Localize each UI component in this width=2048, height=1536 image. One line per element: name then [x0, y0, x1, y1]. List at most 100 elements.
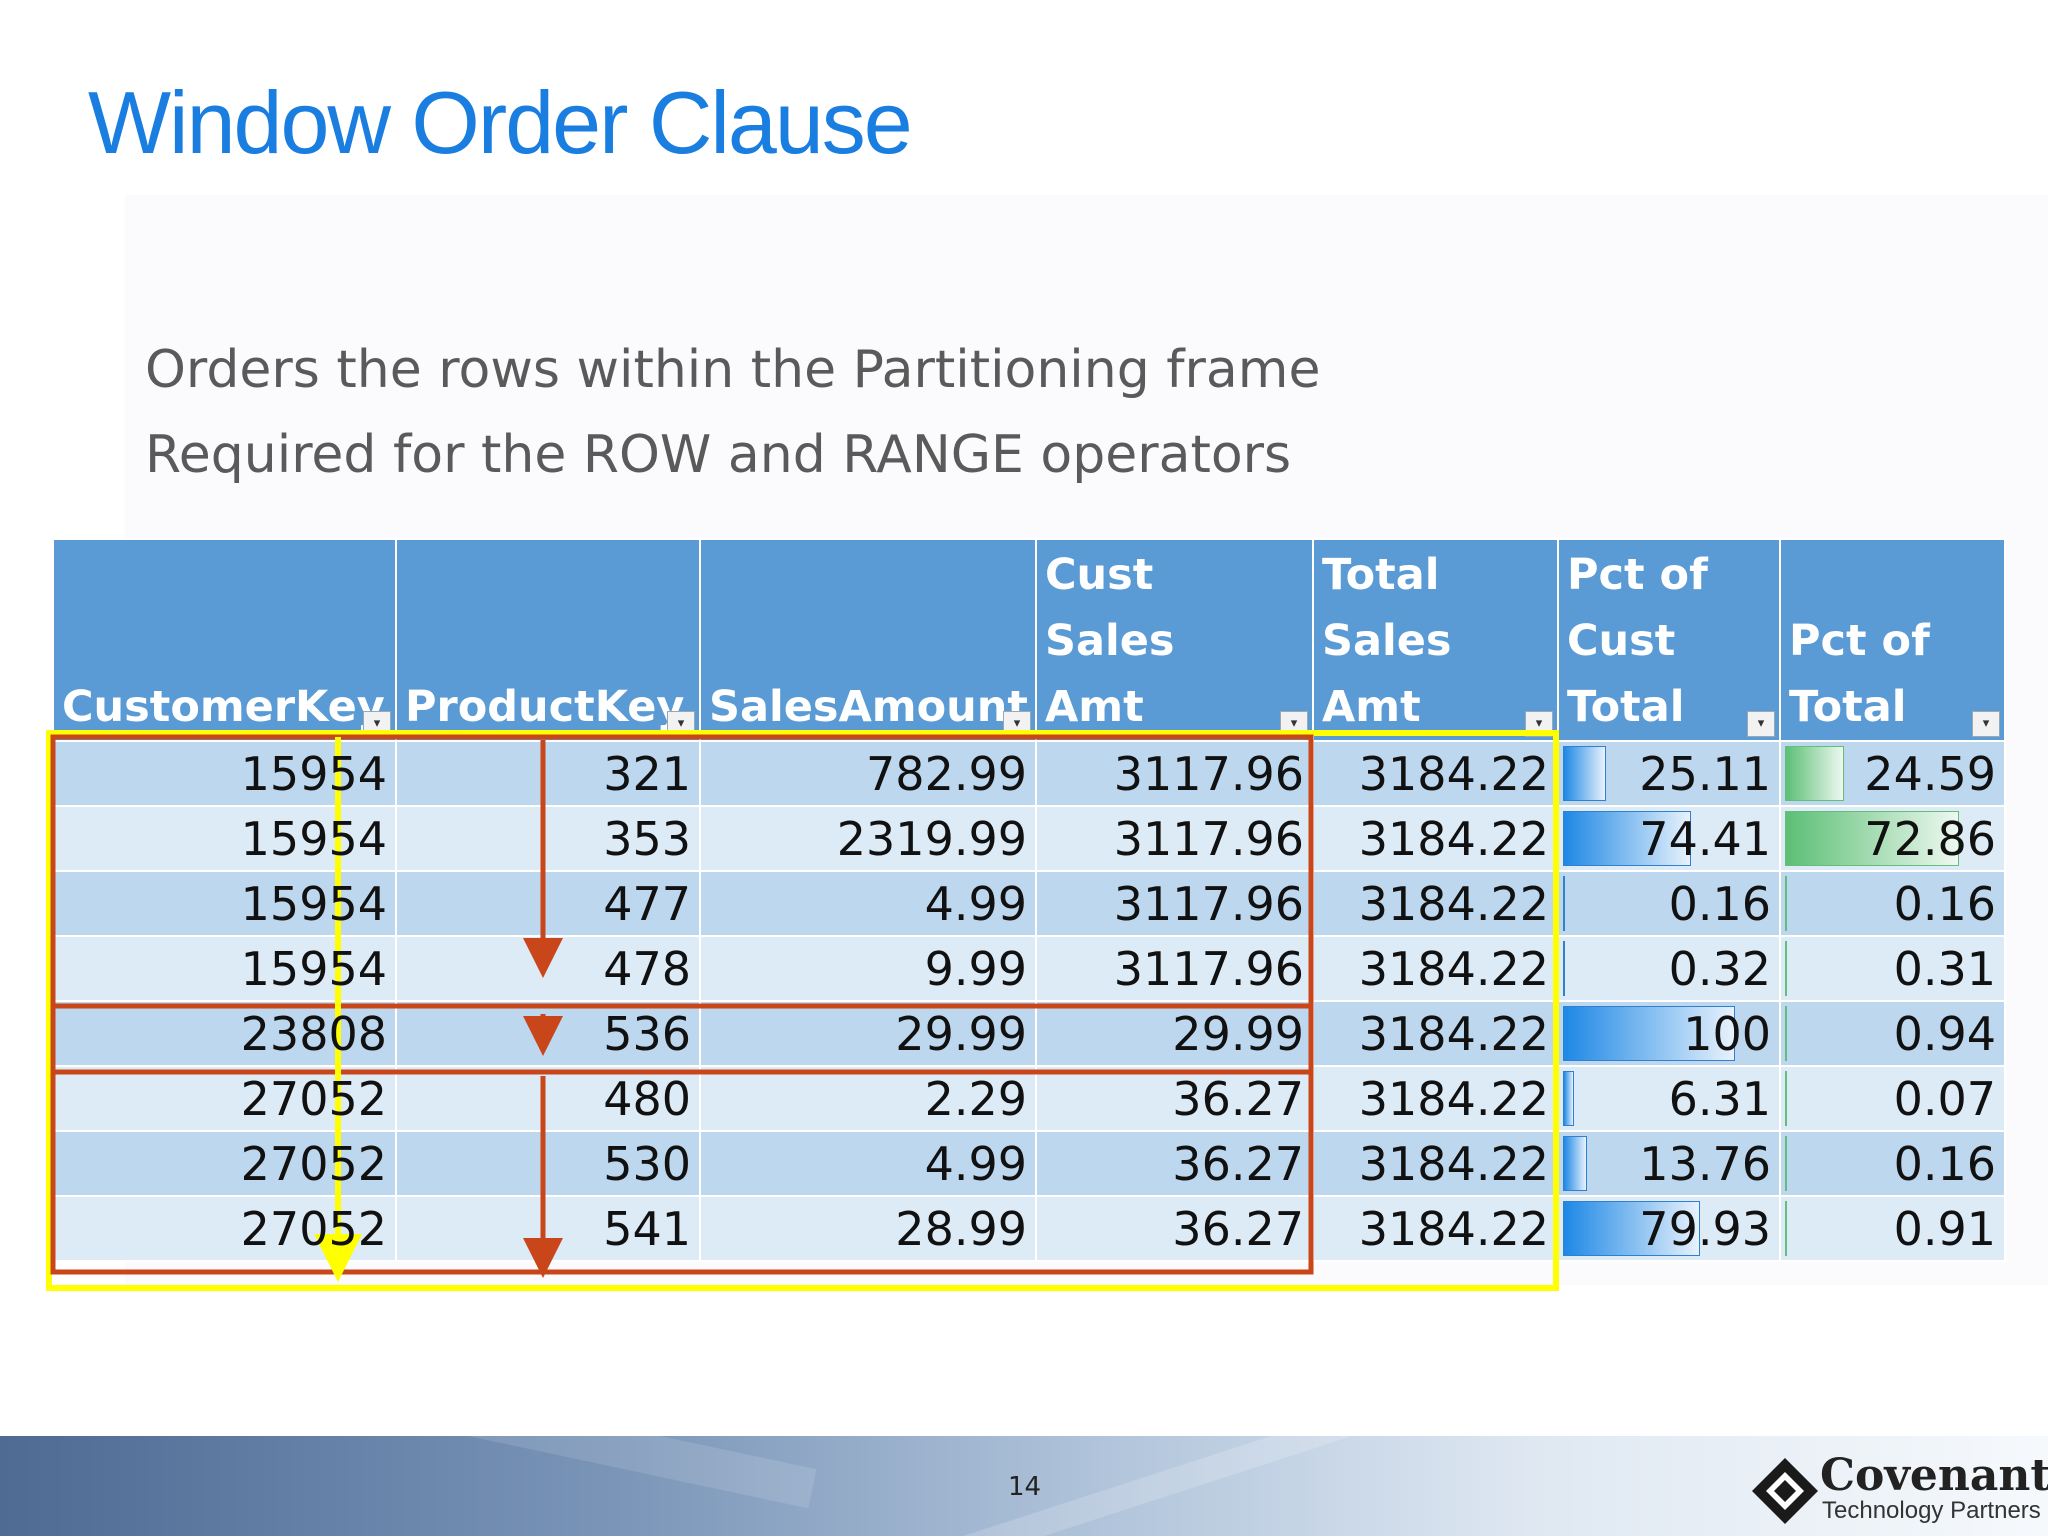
cell-value: 3184.22: [1358, 811, 1549, 866]
data-bar: [1563, 1071, 1574, 1126]
filter-dropdown-icon[interactable]: ▾: [1525, 711, 1553, 737]
table-cell: 13.76: [1557, 1130, 1781, 1197]
table-cell: 3184.22: [1312, 805, 1559, 872]
table-cell: 2319.99: [699, 805, 1037, 872]
page-number: 14: [1008, 1472, 1042, 1502]
table-cell: 4.99: [699, 1130, 1037, 1197]
cell-value: 100: [1683, 1006, 1771, 1061]
table-cell: 480: [395, 1065, 701, 1132]
cell-value: 3117.96: [1113, 746, 1304, 801]
table-cell: 0.16: [1557, 870, 1781, 937]
filter-dropdown-icon[interactable]: ▾: [1972, 711, 2000, 737]
data-bar: [1785, 1071, 1788, 1126]
cell-value: 477: [603, 876, 691, 931]
cell-value: 29.99: [895, 1006, 1027, 1061]
bullet-list: Orders the rows within the Partitioning …: [145, 328, 1320, 498]
cell-value: 36.27: [1172, 1136, 1304, 1191]
table-cell: 3184.22: [1312, 935, 1559, 1002]
cell-value: 25.11: [1639, 746, 1771, 801]
table-cell: 3184.22: [1312, 740, 1559, 807]
table-cell: 3184.22: [1312, 1130, 1559, 1197]
table-cell: 0.31: [1779, 935, 2006, 1002]
table-body: 15954 321 782.99 3117.96 3184.22 25.11 24.59 15…: [52, 740, 2006, 1262]
table-row: 15954 477 4.99 3117.96 3184.22 0.16 0.16: [52, 870, 2006, 937]
cell-value: 3184.22: [1358, 1136, 1549, 1191]
table-cell: 536: [395, 1000, 701, 1067]
sales-table: CustomerKey ▾ ProductKey ▾ SalesAmount ▾ Cust …: [52, 538, 2006, 1262]
table-cell: 15954: [52, 870, 397, 937]
table-cell: 27052: [52, 1195, 397, 1262]
filter-dropdown-icon[interactable]: ▾: [1747, 711, 1775, 737]
cell-value: 36.27: [1172, 1071, 1304, 1126]
cell-value: 0.91: [1893, 1201, 1996, 1256]
table-cell: 477: [395, 870, 701, 937]
table-cell: 3184.22: [1312, 1000, 1559, 1067]
cell-value: 27052: [240, 1201, 387, 1256]
column-header[interactable]: Pct of Cust Total ▾: [1557, 538, 1781, 742]
table-cell: 28.99: [699, 1195, 1037, 1262]
table-cell: 36.27: [1035, 1130, 1314, 1197]
filter-dropdown-icon[interactable]: ▾: [1280, 711, 1308, 737]
table-row: 27052 530 4.99 36.27 3184.22 13.76 0.16: [52, 1130, 2006, 1197]
table-cell: 25.11: [1557, 740, 1781, 807]
table-row: 15954 478 9.99 3117.96 3184.22 0.32 0.31: [52, 935, 2006, 1002]
column-header[interactable]: ProductKey ▾: [395, 538, 701, 742]
table-cell: 0.16: [1779, 870, 2006, 937]
data-bar: [1563, 941, 1566, 996]
table-row: 27052 541 28.99 36.27 3184.22 79.93 0.91: [52, 1195, 2006, 1262]
cell-value: 79.93: [1639, 1201, 1771, 1256]
cell-value: 9.99: [924, 941, 1027, 996]
cell-value: 24.59: [1864, 746, 1996, 801]
table-cell: 3117.96: [1035, 870, 1314, 937]
data-bar: [1563, 811, 1691, 866]
filter-dropdown-icon[interactable]: ▾: [363, 711, 391, 737]
table-cell: 15954: [52, 740, 397, 807]
table-cell: 0.91: [1779, 1195, 2006, 1262]
cell-value: 3184.22: [1358, 1006, 1549, 1061]
data-bar: [1563, 746, 1607, 801]
column-header[interactable]: Cust Sales Amt ▾: [1035, 538, 1314, 742]
table-cell: 72.86: [1779, 805, 2006, 872]
table-row: 27052 480 2.29 36.27 3184.22 6.31 0.07: [52, 1065, 2006, 1132]
table-cell: 3117.96: [1035, 740, 1314, 807]
cell-value: 15954: [240, 941, 387, 996]
column-header-label: CustomerKey: [62, 682, 385, 732]
table-cell: 24.59: [1779, 740, 2006, 807]
table-cell: 478: [395, 935, 701, 1002]
cell-value: 480: [603, 1071, 691, 1126]
column-header[interactable]: CustomerKey ▾: [52, 538, 397, 742]
table-cell: 4.99: [699, 870, 1037, 937]
column-header-label: SalesAmount: [709, 682, 1028, 732]
cell-value: 13.76: [1639, 1136, 1771, 1191]
column-header-label: Pct of Cust Total: [1567, 550, 1708, 732]
cell-value: 0.07: [1893, 1071, 1996, 1126]
footer-band: [0, 1436, 2048, 1536]
cell-value: 36.27: [1172, 1201, 1304, 1256]
table-row: 15954 353 2319.99 3117.96 3184.22 74.41 72.86: [52, 805, 2006, 872]
table-cell: 27052: [52, 1065, 397, 1132]
data-bar: [1785, 876, 1788, 931]
cell-value: 4.99: [924, 1136, 1027, 1191]
column-header[interactable]: Total Sales Amt ▾: [1312, 538, 1559, 742]
filter-dropdown-icon[interactable]: ▾: [1003, 711, 1031, 737]
cell-value: 74.41: [1639, 811, 1771, 866]
data-bar: [1785, 746, 1844, 801]
slide-title: Window Order Clause: [88, 73, 913, 172]
data-bar: [1563, 1006, 1735, 1061]
table-row: 15954 321 782.99 3117.96 3184.22 25.11 24.59: [52, 740, 2006, 807]
cell-value: 3184.22: [1358, 876, 1549, 931]
table-cell: 9.99: [699, 935, 1037, 1002]
table-cell: 3117.96: [1035, 805, 1314, 872]
cell-value: 15954: [240, 746, 387, 801]
filter-dropdown-icon[interactable]: ▾: [667, 711, 695, 737]
cell-value: 478: [603, 941, 691, 996]
cell-value: 3117.96: [1113, 876, 1304, 931]
table-cell: 782.99: [699, 740, 1037, 807]
bullet-item: Required for the ROW and RANGE operators: [145, 425, 1292, 485]
table-cell: 541: [395, 1195, 701, 1262]
cell-value: 27052: [240, 1136, 387, 1191]
table-row: 23808 536 29.99 29.99 3184.22 100 0.94: [52, 1000, 2006, 1067]
logo-tagline: Technology Partners: [1822, 1497, 2041, 1524]
column-header[interactable]: SalesAmount ▾: [699, 538, 1037, 742]
column-header[interactable]: Pct of Total ▾: [1779, 538, 2006, 742]
